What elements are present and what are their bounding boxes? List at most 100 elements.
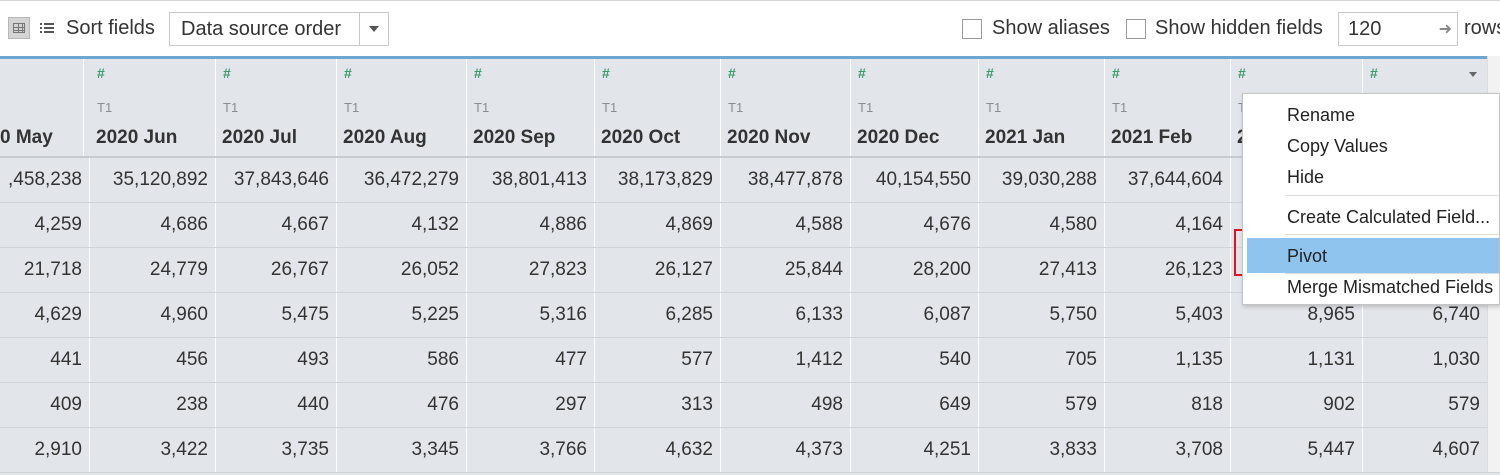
- menu-item-create-calculated-field[interactable]: Create Calculated Field...: [1287, 207, 1491, 227]
- column-header[interactable]: # T1 2021 Jan: [979, 59, 1105, 156]
- table-cell[interactable]: 26,123: [1105, 248, 1231, 292]
- table-cell[interactable]: 1,412: [721, 338, 851, 382]
- table-cell[interactable]: 1,135: [1105, 338, 1231, 382]
- table-cell[interactable]: 1,131: [1231, 338, 1363, 382]
- menu-item-merge-mismatched-fields[interactable]: Merge Mismatched Fields: [1287, 277, 1494, 297]
- table-cell[interactable]: 297: [467, 383, 595, 427]
- table-cell[interactable]: 579: [979, 383, 1105, 427]
- table-cell[interactable]: 4,667: [216, 203, 337, 247]
- number-type-icon[interactable]: #: [728, 65, 736, 81]
- table-cell[interactable]: 577: [595, 338, 721, 382]
- menu-item-rename[interactable]: Rename: [1287, 105, 1356, 125]
- table-cell[interactable]: 8,965: [1231, 293, 1363, 337]
- table-cell[interactable]: 4,629: [0, 293, 90, 337]
- table-cell[interactable]: 5,225: [337, 293, 467, 337]
- number-type-icon[interactable]: #: [986, 65, 994, 81]
- number-type-icon[interactable]: #: [1370, 65, 1378, 81]
- table-cell[interactable]: 4,960: [90, 293, 216, 337]
- table-cell[interactable]: 4,588: [721, 203, 851, 247]
- table-cell[interactable]: 313: [595, 383, 721, 427]
- table-cell[interactable]: 409: [0, 383, 90, 427]
- table-cell[interactable]: ,458,238: [0, 158, 90, 202]
- table-cell[interactable]: 26,052: [337, 248, 467, 292]
- table-cell[interactable]: 440: [216, 383, 337, 427]
- grid-view-icon[interactable]: [8, 17, 30, 39]
- table-cell[interactable]: 5,750: [979, 293, 1105, 337]
- table-cell[interactable]: 3,345: [337, 428, 467, 472]
- table-cell[interactable]: 36,472,279: [337, 158, 467, 202]
- table-cell[interactable]: 579: [1363, 383, 1488, 427]
- table-cell[interactable]: 38,801,413: [467, 158, 595, 202]
- column-header[interactable]: # T1 2020 Jul: [216, 59, 337, 156]
- table-cell[interactable]: 4,132: [337, 203, 467, 247]
- number-type-icon[interactable]: #: [97, 65, 105, 81]
- sort-fields-dropdown[interactable]: Data source order: [169, 12, 389, 46]
- table-cell[interactable]: 493: [216, 338, 337, 382]
- table-cell[interactable]: 39,030,288: [979, 158, 1105, 202]
- table-cell[interactable]: 6,285: [595, 293, 721, 337]
- table-cell[interactable]: 649: [851, 383, 979, 427]
- list-view-icon[interactable]: [40, 22, 54, 34]
- table-cell[interactable]: 1,030: [1363, 338, 1488, 382]
- number-type-icon[interactable]: #: [602, 65, 610, 81]
- menu-item-pivot[interactable]: Pivot: [1287, 246, 1328, 266]
- table-cell[interactable]: 3,735: [216, 428, 337, 472]
- column-header[interactable]: # T1 2020 Aug: [337, 59, 467, 156]
- number-type-icon[interactable]: #: [344, 65, 352, 81]
- table-cell[interactable]: 4,676: [851, 203, 979, 247]
- table-cell[interactable]: 498: [721, 383, 851, 427]
- table-cell[interactable]: 35,120,892: [90, 158, 216, 202]
- table-cell[interactable]: 21,718: [0, 248, 90, 292]
- chevron-down-icon[interactable]: [359, 13, 388, 45]
- table-cell[interactable]: 5,403: [1105, 293, 1231, 337]
- table-cell[interactable]: 476: [337, 383, 467, 427]
- table-cell[interactable]: 3,833: [979, 428, 1105, 472]
- table-cell[interactable]: 902: [1231, 383, 1363, 427]
- table-cell[interactable]: 3,766: [467, 428, 595, 472]
- table-cell[interactable]: 705: [979, 338, 1105, 382]
- number-type-icon[interactable]: #: [1238, 65, 1246, 81]
- number-type-icon[interactable]: #: [223, 65, 231, 81]
- table-cell[interactable]: 4,686: [90, 203, 216, 247]
- table-cell[interactable]: 5,475: [216, 293, 337, 337]
- column-header[interactable]: # T1 2020 Sep: [467, 59, 595, 156]
- show-hidden-fields-label[interactable]: Show hidden fields: [1155, 17, 1323, 39]
- table-cell[interactable]: 4,259: [0, 203, 90, 247]
- table-cell[interactable]: 38,173,829: [595, 158, 721, 202]
- column-header[interactable]: # T1 2020 Jun: [90, 59, 216, 156]
- column-header[interactable]: # T1 2020 Nov: [721, 59, 851, 156]
- table-cell[interactable]: 27,823: [467, 248, 595, 292]
- table-cell[interactable]: 37,843,646: [216, 158, 337, 202]
- table-cell[interactable]: 4,869: [595, 203, 721, 247]
- table-cell[interactable]: 3,708: [1105, 428, 1231, 472]
- column-menu-chevron-icon[interactable]: [1469, 72, 1477, 77]
- table-cell[interactable]: 24,779: [90, 248, 216, 292]
- column-header[interactable]: # T1 2021 Feb: [1105, 59, 1231, 156]
- number-type-icon[interactable]: #: [474, 65, 482, 81]
- table-cell[interactable]: 540: [851, 338, 979, 382]
- table-cell[interactable]: 6,087: [851, 293, 979, 337]
- table-cell[interactable]: 5,447: [1231, 428, 1363, 472]
- table-cell[interactable]: 5,316: [467, 293, 595, 337]
- table-cell[interactable]: 26,767: [216, 248, 337, 292]
- table-cell[interactable]: 477: [467, 338, 595, 382]
- arrow-right-icon[interactable]: ➜: [1438, 21, 1452, 38]
- table-cell[interactable]: 441: [0, 338, 90, 382]
- column-header[interactable]: # T1 2020 Dec: [851, 59, 979, 156]
- table-cell[interactable]: 4,164: [1105, 203, 1231, 247]
- number-type-icon[interactable]: #: [858, 65, 866, 81]
- table-cell[interactable]: 4,632: [595, 428, 721, 472]
- table-cell[interactable]: 6,133: [721, 293, 851, 337]
- menu-item-copy-values[interactable]: Copy Values: [1287, 136, 1388, 156]
- table-cell[interactable]: 4,373: [721, 428, 851, 472]
- table-cell[interactable]: 238: [90, 383, 216, 427]
- table-cell[interactable]: 818: [1105, 383, 1231, 427]
- table-cell[interactable]: 4,607: [1363, 428, 1488, 472]
- table-cell[interactable]: 40,154,550: [851, 158, 979, 202]
- table-cell[interactable]: 38,477,878: [721, 158, 851, 202]
- column-header[interactable]: # T1 2020 Oct: [595, 59, 721, 156]
- table-cell[interactable]: 586: [337, 338, 467, 382]
- number-type-icon[interactable]: #: [1112, 65, 1120, 81]
- table-cell[interactable]: 456: [90, 338, 216, 382]
- table-cell[interactable]: 26,127: [595, 248, 721, 292]
